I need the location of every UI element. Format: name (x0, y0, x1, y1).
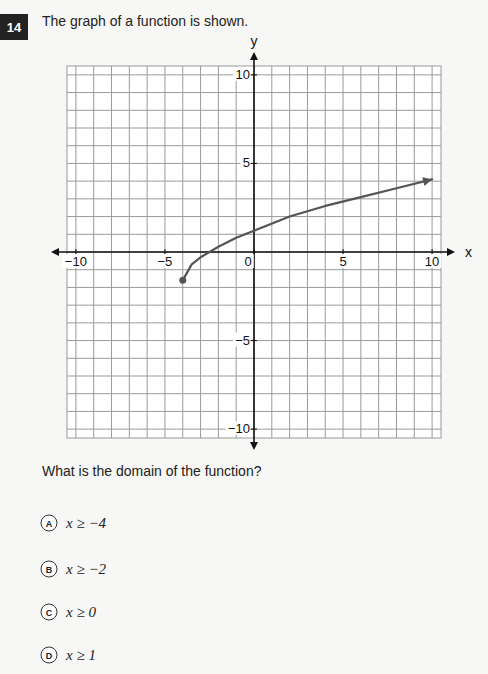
y-tick (251, 74, 257, 75)
y-tick-label: −10 (228, 421, 250, 436)
x-tick-label: −5 (158, 254, 173, 269)
grid-line-y (67, 429, 441, 430)
choice-text: x ≥ −4 (65, 515, 107, 531)
question-number: 14 (7, 20, 22, 35)
choice-bubble[interactable] (41, 561, 57, 577)
data-group (179, 175, 433, 284)
y-tick-label: −5 (235, 333, 250, 348)
tick-label-bg (241, 155, 251, 169)
choice-text: x ≥ −2 (65, 561, 107, 577)
tick-label-bg (423, 254, 442, 268)
end-arrow (422, 175, 433, 186)
x-arrow-right (447, 248, 455, 256)
number-badge (0, 14, 28, 40)
tick-label-bg (337, 254, 349, 268)
x-arrow-left (51, 248, 59, 256)
tick-label-bg (233, 67, 250, 81)
choice-letter: A (46, 519, 53, 529)
choice-letter: C (46, 608, 53, 618)
tick-label-bg (155, 254, 174, 268)
grid-line-x (343, 66, 344, 438)
x-axis-label: x (465, 244, 472, 260)
start-point (179, 277, 186, 284)
question: What is the domain of the function? (42, 463, 262, 479)
choice-text: x ≥ 1 (65, 647, 96, 663)
tick-label-bg (233, 333, 250, 347)
y-tick (251, 340, 257, 341)
y-tick (251, 429, 257, 430)
axes (51, 52, 455, 450)
y-tick-label: 5 (243, 155, 250, 170)
x-tick-label: 0 (244, 254, 251, 269)
choice-bubble[interactable] (41, 647, 57, 663)
choice-letter: D (46, 651, 53, 661)
grid-line-x (75, 66, 76, 438)
page: 14 The graph of a function is shown. x y −10… (0, 0, 488, 674)
y-tick (251, 163, 257, 164)
x-tick-label: 5 (339, 254, 346, 269)
tick-label-bg (242, 254, 254, 268)
grid-line-y (67, 163, 441, 164)
y-tick-label: 10 (236, 67, 250, 82)
choice-letter: B (46, 565, 53, 575)
grid-line-y (67, 340, 441, 341)
tick-label-bg (226, 421, 251, 435)
choice-text: x ≥ 0 (65, 604, 96, 620)
x-tick-label: −10 (65, 254, 87, 269)
tick-label-bg (63, 254, 90, 268)
y-axis (253, 56, 255, 446)
function-curve (183, 179, 432, 280)
choice-bubble[interactable] (41, 515, 57, 531)
x-tick-label: 10 (425, 254, 439, 269)
choice-bubble[interactable] (41, 604, 57, 620)
grid-line-x (432, 66, 433, 438)
y-arrow-top (250, 52, 258, 60)
x-axis (55, 251, 451, 253)
prompt: The graph of a function is shown. (42, 13, 248, 29)
y-axis-label: y (251, 33, 258, 49)
grid-line-x (164, 66, 165, 438)
grid-line-y (67, 74, 441, 75)
y-arrow-bottom (250, 442, 258, 450)
